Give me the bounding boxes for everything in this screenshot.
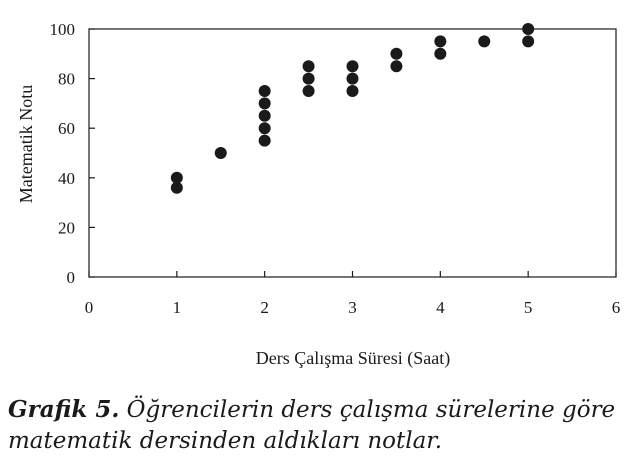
data-point bbox=[302, 72, 315, 85]
x-tick-label: 6 bbox=[612, 298, 621, 317]
data-point bbox=[302, 85, 315, 97]
y-axis-label: Matematik Notu bbox=[16, 85, 36, 203]
data-point bbox=[434, 35, 447, 48]
data-point bbox=[522, 23, 535, 35]
data-point bbox=[390, 47, 403, 60]
data-point bbox=[258, 134, 271, 147]
data-point bbox=[170, 181, 183, 194]
scatter-chart: 0 1 2 3 4 5 6 0 20 40 60 80 100 Ders Çalışma Süresi… bbox=[16, 20, 621, 369]
data-point bbox=[170, 171, 183, 184]
caption-label: Grafik 5. bbox=[8, 396, 120, 423]
x-ticks: 0 1 2 3 4 5 6 bbox=[85, 271, 621, 317]
x-tick-label: 1 bbox=[173, 298, 182, 317]
data-point bbox=[346, 72, 359, 85]
data-point bbox=[258, 122, 271, 135]
x-tick-label: 0 bbox=[85, 298, 94, 317]
data-point bbox=[346, 60, 359, 73]
data-point bbox=[258, 97, 271, 110]
x-tick-label: 5 bbox=[524, 298, 533, 317]
data-point bbox=[258, 85, 271, 97]
x-tick-label: 3 bbox=[348, 298, 357, 317]
data-point bbox=[434, 47, 447, 60]
x-axis-label: Ders Çalışma Süresi (Saat) bbox=[256, 348, 450, 369]
y-tick-label: 40 bbox=[58, 169, 75, 188]
y-tick-label: 60 bbox=[58, 119, 75, 138]
data-point bbox=[390, 60, 403, 73]
x-tick-label: 4 bbox=[436, 298, 445, 317]
data-point bbox=[478, 35, 491, 48]
data-point bbox=[522, 35, 535, 48]
data-point bbox=[302, 60, 315, 73]
figure-caption: Grafik 5. Öğrencilerin ders çalışma süre… bbox=[8, 394, 628, 457]
y-tick-label: 80 bbox=[58, 70, 75, 89]
y-tick-label: 20 bbox=[58, 218, 75, 237]
y-ticks: 0 20 40 60 80 100 bbox=[50, 20, 95, 287]
y-tick-label: 0 bbox=[67, 268, 76, 287]
data-point bbox=[258, 109, 271, 122]
y-tick-label: 100 bbox=[50, 20, 76, 39]
data-point bbox=[214, 147, 227, 159]
data-point bbox=[346, 85, 359, 97]
x-tick-label: 2 bbox=[260, 298, 269, 317]
data-points bbox=[170, 23, 535, 194]
caption-text: Öğrencilerin ders çalışma sürelerine gör… bbox=[8, 397, 616, 454]
